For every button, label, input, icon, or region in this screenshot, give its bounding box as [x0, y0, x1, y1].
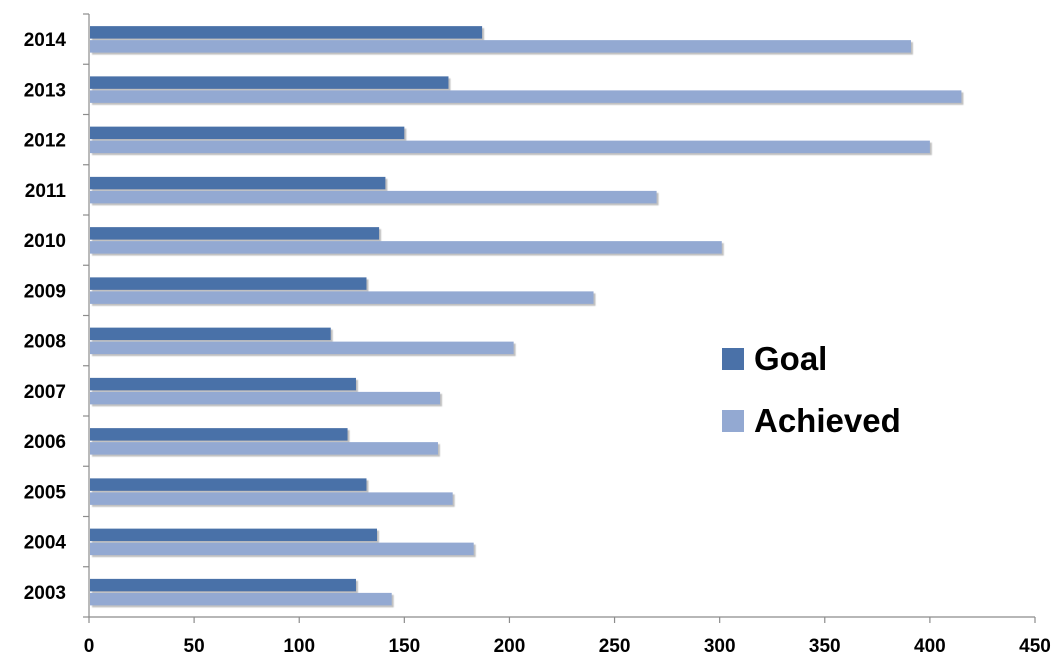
- x-tick-label-150: 150: [388, 636, 420, 657]
- bar-achieved-2014: [90, 40, 911, 53]
- bar-goal-2013: [90, 76, 449, 89]
- bar-achieved-2012: [90, 140, 930, 154]
- bar-achieved-2006: [90, 442, 438, 455]
- x-tick-label-200: 200: [494, 636, 526, 657]
- y-tick-label-2009: 2009: [24, 281, 66, 302]
- legend-label-achieved: Achieved: [754, 402, 901, 439]
- y-axis-labels: 2003 2004 2005 2006 2007 2008 2009 2010 2011 2012…: [24, 30, 67, 604]
- legend-item-goal: Goal: [722, 328, 901, 390]
- bar-goal-2014: [90, 26, 483, 39]
- y-tick-label-2004: 2004: [24, 533, 67, 554]
- y-tick-label-2006: 2006: [24, 432, 66, 453]
- x-tick-label-400: 400: [914, 636, 946, 657]
- bar-achieved-2007: [90, 391, 441, 405]
- legend-swatch-achieved: [722, 410, 744, 432]
- bar-achieved-2008: [90, 341, 514, 355]
- bar-achieved-2004: [90, 542, 474, 556]
- x-tick-label-450: 450: [1019, 636, 1051, 657]
- y-tick-label-2013: 2013: [24, 80, 66, 101]
- bar-goal-2006: [90, 428, 348, 441]
- legend-swatch-goal: [722, 348, 744, 370]
- x-tick-label-50: 50: [184, 636, 205, 657]
- bar-achieved-2009: [90, 291, 594, 304]
- axes-group: [83, 13, 1036, 623]
- legend: Goal Achieved: [722, 328, 901, 452]
- bar-goal-2009: [90, 277, 367, 290]
- bar-goal-2011: [90, 176, 386, 190]
- x-axis-labels: 0 50 100 150 200 250 300 350 400 450: [84, 636, 1051, 657]
- y-tick-label-2008: 2008: [24, 332, 66, 353]
- x-tick-label-0: 0: [84, 636, 95, 657]
- bar-achieved-2011: [90, 190, 657, 204]
- x-tick-label-300: 300: [704, 636, 736, 657]
- bars-group: [90, 26, 962, 606]
- bar-achieved-2003: [90, 592, 392, 606]
- bar-goal-2004: [90, 528, 378, 542]
- bar-goal-2003: [90, 578, 356, 592]
- y-tick-label-2007: 2007: [24, 382, 66, 403]
- x-tick-label-350: 350: [809, 636, 841, 657]
- bar-goal-2012: [90, 126, 405, 140]
- y-tick-label-2012: 2012: [24, 131, 66, 152]
- y-tick-label-2011: 2011: [25, 181, 67, 202]
- bar-achieved-2005: [90, 492, 453, 505]
- bar-achieved-2013: [90, 90, 962, 103]
- bar-goal-2010: [90, 227, 380, 240]
- y-tick-label-2003: 2003: [24, 583, 66, 604]
- legend-label-goal: Goal: [754, 340, 828, 377]
- x-tick-label-100: 100: [283, 636, 315, 657]
- x-tick-label-250: 250: [599, 636, 631, 657]
- y-tick-label-2014: 2014: [24, 30, 67, 51]
- bar-goal-2005: [90, 478, 367, 491]
- y-tick-label-2005: 2005: [24, 482, 67, 503]
- legend-item-achieved: Achieved: [722, 390, 901, 452]
- bar-goal-2008: [90, 327, 331, 341]
- bar-achieved-2010: [90, 241, 722, 254]
- bar-goal-2007: [90, 377, 356, 391]
- y-tick-label-2010: 2010: [24, 231, 66, 252]
